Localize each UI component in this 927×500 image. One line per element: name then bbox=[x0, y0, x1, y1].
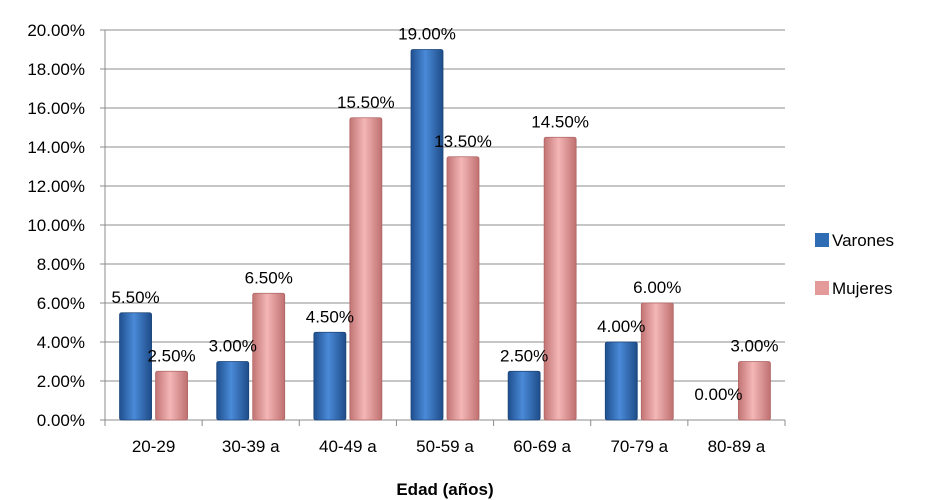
data-label-mujeres: 15.50% bbox=[337, 93, 395, 112]
data-label-varones: 4.50% bbox=[306, 307, 354, 326]
x-tick-label: 30-39 a bbox=[222, 437, 280, 456]
y-axis-tick-labels: 0.00% 2.00% 4.00% 6.00% 8.00% 10.00% 12.00% 14.… bbox=[27, 21, 85, 430]
bar-varones bbox=[313, 331, 347, 421]
x-axis-title: Edad (años) bbox=[396, 480, 493, 499]
bar-varones bbox=[216, 361, 250, 421]
axes bbox=[104, 30, 786, 426]
bar-mujeres bbox=[738, 361, 771, 421]
data-label-mujeres: 13.50% bbox=[434, 132, 492, 151]
data-label-varones: 3.00% bbox=[209, 337, 257, 356]
x-tick-label: 20-29 bbox=[132, 437, 175, 456]
y-tick-label: 2.00% bbox=[37, 372, 85, 391]
legend-swatch-varones bbox=[815, 233, 829, 247]
data-label-varones: 2.50% bbox=[500, 346, 548, 365]
x-tick-label: 70-79 a bbox=[610, 437, 668, 456]
y-tick-label: 8.00% bbox=[37, 255, 85, 274]
data-label-mujeres: 6.00% bbox=[633, 278, 681, 297]
y-tick-label: 6.00% bbox=[37, 294, 85, 313]
legend: Varones Mujeres bbox=[815, 231, 894, 298]
legend-label-mujeres: Mujeres bbox=[832, 279, 892, 298]
data-label-varones: 4.00% bbox=[597, 317, 645, 336]
bars bbox=[119, 49, 771, 421]
bar-varones bbox=[410, 49, 444, 421]
data-label-varones: 19.00% bbox=[398, 25, 456, 44]
legend-label-varones: Varones bbox=[832, 231, 894, 250]
y-tick-label: 12.00% bbox=[27, 177, 85, 196]
bar-mujeres bbox=[640, 302, 674, 421]
y-tick-label: 14.00% bbox=[27, 138, 85, 157]
data-label-varones: 5.50% bbox=[111, 288, 159, 307]
y-tick-label: 0.00% bbox=[37, 411, 85, 430]
x-tick-label: 60-69 a bbox=[513, 437, 571, 456]
y-tick-label: 20.00% bbox=[27, 21, 85, 40]
y-tick-label: 16.00% bbox=[27, 99, 85, 118]
y-tick-label: 4.00% bbox=[37, 333, 85, 352]
data-label-mujeres: 3.00% bbox=[730, 337, 778, 356]
bar-varones bbox=[604, 341, 638, 421]
data-label-mujeres: 6.50% bbox=[245, 268, 293, 287]
x-tick-label: 80-89 a bbox=[708, 437, 766, 456]
data-label-varones: 0.00% bbox=[694, 385, 742, 404]
bar-mujeres bbox=[349, 117, 383, 421]
x-axis-tick-labels: 20-29 30-39 a 40-49 a 50-59 a 60-69 a 70-79 a… bbox=[132, 437, 766, 456]
bar-mujeres bbox=[155, 370, 188, 421]
bar-varones bbox=[507, 370, 541, 421]
bar-mujeres bbox=[252, 292, 286, 421]
x-tick-label: 40-49 a bbox=[319, 437, 377, 456]
data-label-mujeres: 14.50% bbox=[531, 112, 589, 131]
y-tick-label: 10.00% bbox=[27, 216, 85, 235]
bar-mujeres bbox=[446, 156, 480, 421]
data-labels: 5.50% 2.50% 3.00% 6.50% 4.50% 15.50% 19.00% 13.… bbox=[111, 25, 778, 405]
y-tick-label: 18.00% bbox=[27, 60, 85, 79]
bar-mujeres bbox=[543, 136, 577, 421]
x-tick-label: 50-59 a bbox=[416, 437, 474, 456]
bar-varones bbox=[119, 312, 152, 421]
legend-swatch-mujeres bbox=[815, 281, 829, 295]
data-label-mujeres: 2.50% bbox=[147, 346, 195, 365]
